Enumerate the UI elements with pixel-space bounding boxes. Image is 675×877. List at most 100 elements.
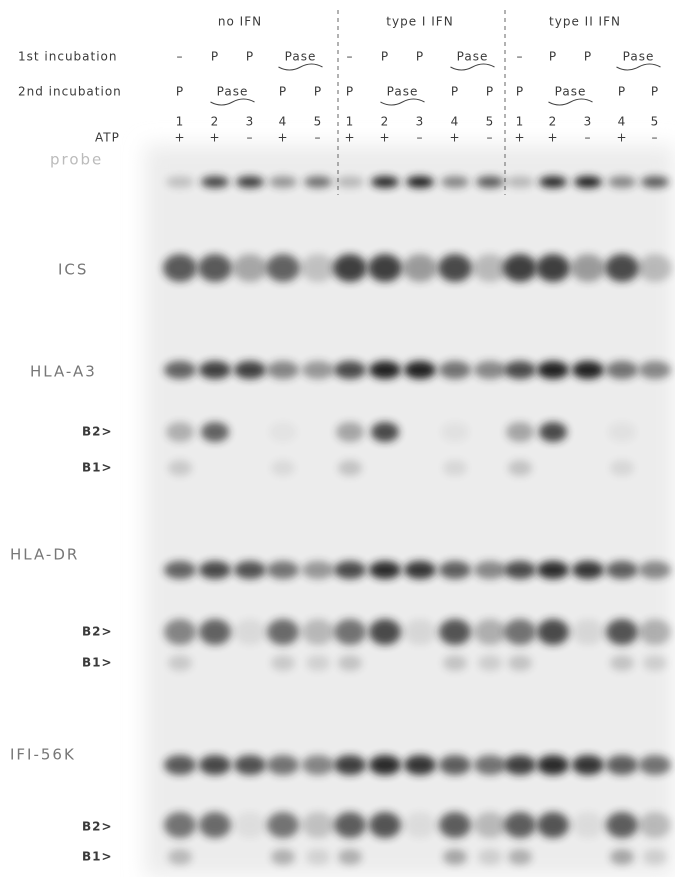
band [334,755,366,775]
band [163,254,197,282]
lane-number: 2 [381,115,390,129]
band [504,812,536,838]
band [234,361,266,379]
band [504,619,536,645]
band [404,561,436,579]
lane-number: 4 [451,115,460,129]
incubation-cell: P [584,50,592,64]
band [508,655,532,671]
band [643,655,667,671]
band [571,254,605,282]
lane-number: 2 [211,115,220,129]
band [164,755,196,775]
band [639,561,671,579]
band [439,361,471,379]
lane-number: 2 [549,115,558,129]
lane-number: 3 [584,115,593,129]
band [234,755,266,775]
atp-sign: + [344,131,355,145]
band [369,361,401,379]
band [338,655,362,671]
panel-label: HLA-DR [10,546,79,564]
band [371,422,399,442]
incubation-cell: Pase [623,50,655,64]
band [302,561,334,579]
lane-number: 5 [651,115,660,129]
band [164,812,196,838]
band [537,755,569,775]
band [369,561,401,579]
incubation-cell: Pase [285,50,317,64]
incubation-cell: Pase [555,85,587,99]
lane-number: 4 [279,115,288,129]
incubation-cell: P [549,50,557,64]
band [606,561,638,579]
atp-sign: + [547,131,558,145]
band [639,361,671,379]
band [473,254,507,282]
incubation-cell: P [516,85,524,99]
group-header: type II IFN [549,15,621,29]
band [267,561,299,579]
band [610,655,634,671]
brace [211,99,255,105]
band [504,361,536,379]
band [639,619,671,645]
lane-number: 5 [314,115,323,129]
band [302,812,334,838]
band [504,561,536,579]
lane-number: 3 [416,115,425,129]
brace [451,64,495,70]
band [336,176,364,188]
band [369,619,401,645]
band [474,755,506,775]
band [269,176,297,188]
band [504,755,536,775]
band [404,619,436,645]
atp-sign: – [417,131,424,145]
band [439,561,471,579]
band [610,460,634,476]
incubation-cell: P [314,85,322,99]
band [441,176,469,188]
row-label: 2nd incubation [18,85,122,99]
band [478,849,502,865]
band-marker: B2> [82,820,113,834]
band [371,176,399,188]
incubation-cell: Pase [457,50,489,64]
band [271,460,295,476]
band [572,361,604,379]
band-marker: B1> [82,656,113,670]
incubation-cell: – [347,50,354,64]
atp-sign: – [247,131,254,145]
band [267,812,299,838]
incubation-cell: P [381,50,389,64]
incubation-cell: P [486,85,494,99]
band [198,254,232,282]
band-marker: B1> [82,461,113,475]
band [639,755,671,775]
band [404,812,436,838]
band [234,619,266,645]
band [441,422,469,442]
incubation-cell: Pase [387,85,419,99]
band [334,812,366,838]
lane-number: 3 [246,115,255,129]
band [271,655,295,671]
atp-sign: + [514,131,525,145]
band [306,849,330,865]
band [271,849,295,865]
brace [617,64,661,70]
band [234,561,266,579]
band [474,812,506,838]
atp-sign: + [277,131,288,145]
band [369,812,401,838]
band [443,460,467,476]
panel-label: probe [50,151,103,169]
panel-label: ICS [58,261,88,279]
band [478,655,502,671]
atp-sign: + [174,131,185,145]
band [306,655,330,671]
incubation-cell: P [346,85,354,99]
band [334,361,366,379]
